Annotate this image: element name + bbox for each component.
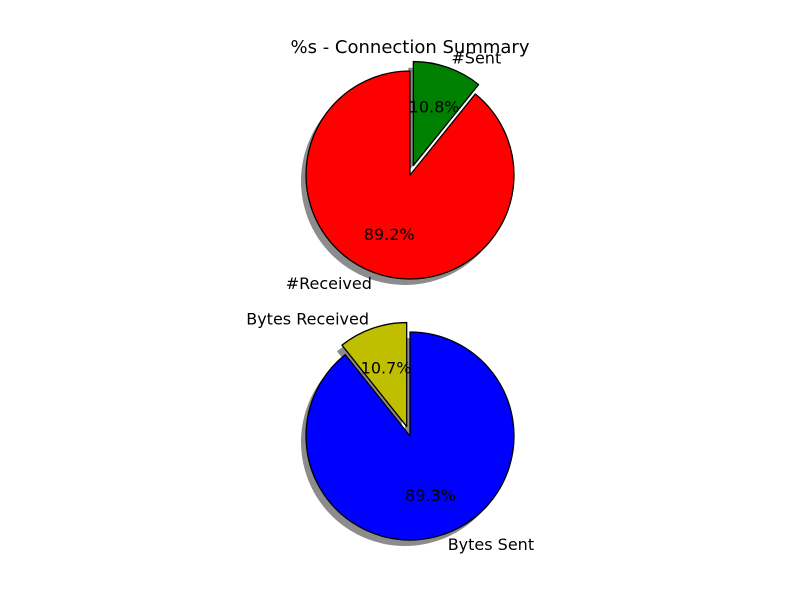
pct-label-bytes-sent: 89.3% (405, 486, 456, 505)
slice-bytes-received (341, 321, 408, 428)
pct-label-received: 89.2% (364, 225, 415, 244)
slice-bytes-sent (305, 331, 515, 541)
pct-label-sent: 10.8% (409, 98, 460, 117)
slice-label-received: #Received (286, 274, 372, 293)
connection-count-pie: 89.2% #Received 10.8% #Sent (286, 49, 515, 293)
slice-sent (412, 60, 480, 167)
chart-title: %s - Connection Summary (291, 37, 530, 58)
slice-label-sent: #Sent (451, 49, 501, 68)
pct-label-bytes-received: 10.7% (361, 359, 412, 378)
slice-label-bytes-received: Bytes Received (246, 310, 369, 329)
slice-received (305, 70, 515, 280)
bytes-pie: 89.3% Bytes Sent 10.7% Bytes Received (246, 310, 534, 554)
slice-label-bytes-sent: Bytes Sent (448, 535, 534, 554)
